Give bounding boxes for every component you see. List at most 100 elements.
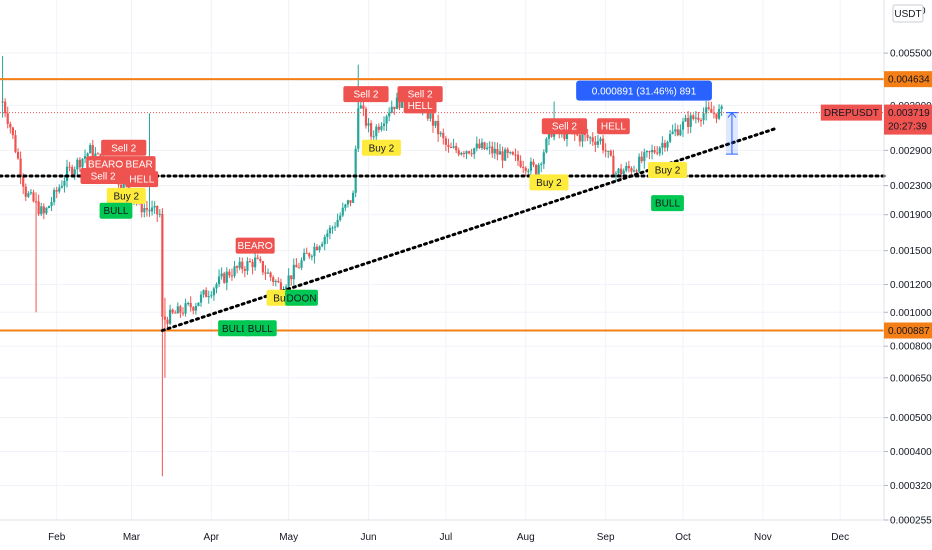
candle-body-239 [617, 168, 620, 174]
candle-body-271 [699, 119, 703, 121]
candle-body-277 [715, 113, 718, 119]
candle-body-147 [380, 126, 383, 130]
candle-body-87 [225, 271, 228, 283]
candle-body-110 [284, 286, 288, 291]
candle-body-69 [179, 306, 182, 313]
candle-body-78 [202, 290, 205, 295]
measure-label: 0.000891 (31.46%) 891 [592, 87, 697, 98]
candle-body-46 [120, 184, 123, 190]
candle-body-5 [14, 135, 17, 152]
candle-body-177 [457, 150, 460, 155]
candle-body-240 [620, 168, 623, 175]
candle-body-113 [292, 264, 295, 280]
signal-box-13 [361, 139, 401, 156]
time-axis[interactable]: Feb Mar Apr May Jun Jul Aug Sep Oct Nov Dec [48, 532, 849, 543]
candle-body-31 [81, 158, 84, 168]
currency-badge[interactable]: USDT [892, 4, 924, 23]
candle-body-121 [313, 246, 316, 257]
candle-body-102 [264, 272, 267, 274]
candle-body-267 [689, 115, 692, 127]
signal-bull-10: BULL [218, 320, 251, 337]
candle-body-107 [277, 280, 280, 283]
candle-body-129 [333, 226, 337, 228]
candle-body-94 [243, 269, 246, 271]
signal-box-18 [596, 118, 630, 135]
candle-body-30 [78, 159, 81, 168]
candle-body-193 [498, 151, 502, 155]
y-tick-label-9: 0.000800 [890, 342, 932, 353]
y-tick-label-11: 0.000500 [890, 413, 932, 424]
candle-body-7 [19, 158, 22, 177]
candle-body-253 [653, 150, 656, 153]
candle-body-37 [96, 153, 100, 155]
candle-body-172 [444, 138, 447, 145]
candle-body-100 [259, 258, 262, 262]
signal-buy-16: Buy 2 [529, 174, 569, 191]
candle-body-154 [398, 97, 401, 108]
candle-body-64 [166, 319, 169, 324]
candle-body-249 [643, 152, 646, 162]
candle-body-184 [475, 143, 478, 149]
signal-label-6: BULL [103, 206, 128, 217]
candle-body-12 [32, 192, 35, 202]
candle-body-20 [53, 190, 56, 202]
signal-box-5 [106, 187, 146, 204]
candle-body-142 [367, 123, 370, 126]
signal-box-6 [99, 202, 133, 219]
candle-body-114 [295, 264, 298, 268]
signal-bull-11: BULL [243, 320, 277, 337]
candle-body-35 [91, 145, 94, 158]
x-tick-label-4: Jun [360, 532, 376, 543]
candle-body-36 [94, 153, 97, 158]
candle-body-101 [261, 261, 264, 273]
candle-body-229 [591, 137, 594, 142]
candle-body-66 [171, 309, 174, 313]
candle-body-27 [71, 167, 74, 175]
candle-body-203 [524, 167, 527, 172]
candle-body-93 [241, 261, 244, 270]
candle-body-208 [537, 164, 540, 176]
x-tick-label-1: Mar [123, 532, 141, 543]
signal-label-4: HELL [129, 175, 154, 186]
candle-body-73 [189, 302, 192, 308]
candle-body-75 [194, 305, 197, 311]
candle-body-146 [377, 126, 380, 130]
candle-body-26 [68, 166, 71, 168]
candle-body-65 [168, 309, 172, 324]
countdown-label: 20:27:39 [888, 122, 927, 133]
candle-body-173 [447, 144, 450, 148]
candle-body-168 [434, 120, 437, 126]
candle-body-10 [27, 193, 30, 197]
signal-box-9 [285, 289, 318, 306]
candle-body-144 [372, 136, 375, 138]
candle-body-124 [321, 244, 324, 247]
x-tick-label-2: Apr [204, 532, 220, 543]
signal-sell-4: HELL [125, 171, 159, 188]
signal-box-2 [122, 156, 156, 173]
candle-body-204 [527, 170, 530, 172]
candle-body-104 [269, 272, 272, 278]
candle-body-254 [656, 152, 659, 154]
candle-body-119 [308, 253, 311, 257]
candle-body-259 [668, 133, 672, 142]
measure-tool: 0.000891 (31.46%) 891 [576, 80, 738, 155]
candles [1, 55, 723, 477]
candle-body-149 [385, 116, 388, 124]
candle-body-115 [297, 267, 301, 269]
candle-body-245 [632, 170, 636, 172]
candle-body-143 [370, 123, 373, 137]
signal-label-9: DOON [287, 293, 317, 304]
candle-body-68 [176, 306, 179, 314]
candle-body-152 [393, 106, 396, 110]
candle-body-6 [16, 151, 20, 159]
candle-body-279 [720, 106, 723, 110]
signal-label-3: Sell 2 [91, 172, 116, 183]
candle-body-188 [486, 147, 489, 149]
candle-body-263 [679, 129, 682, 136]
candle-body-34 [89, 145, 92, 154]
candle-body-71 [184, 303, 187, 314]
candle-body-171 [442, 132, 445, 139]
price-tags: 0.004634 0.000887 0.003719 20:27:39 DREPUSDT [820, 71, 932, 339]
candle-body-29 [76, 159, 79, 170]
